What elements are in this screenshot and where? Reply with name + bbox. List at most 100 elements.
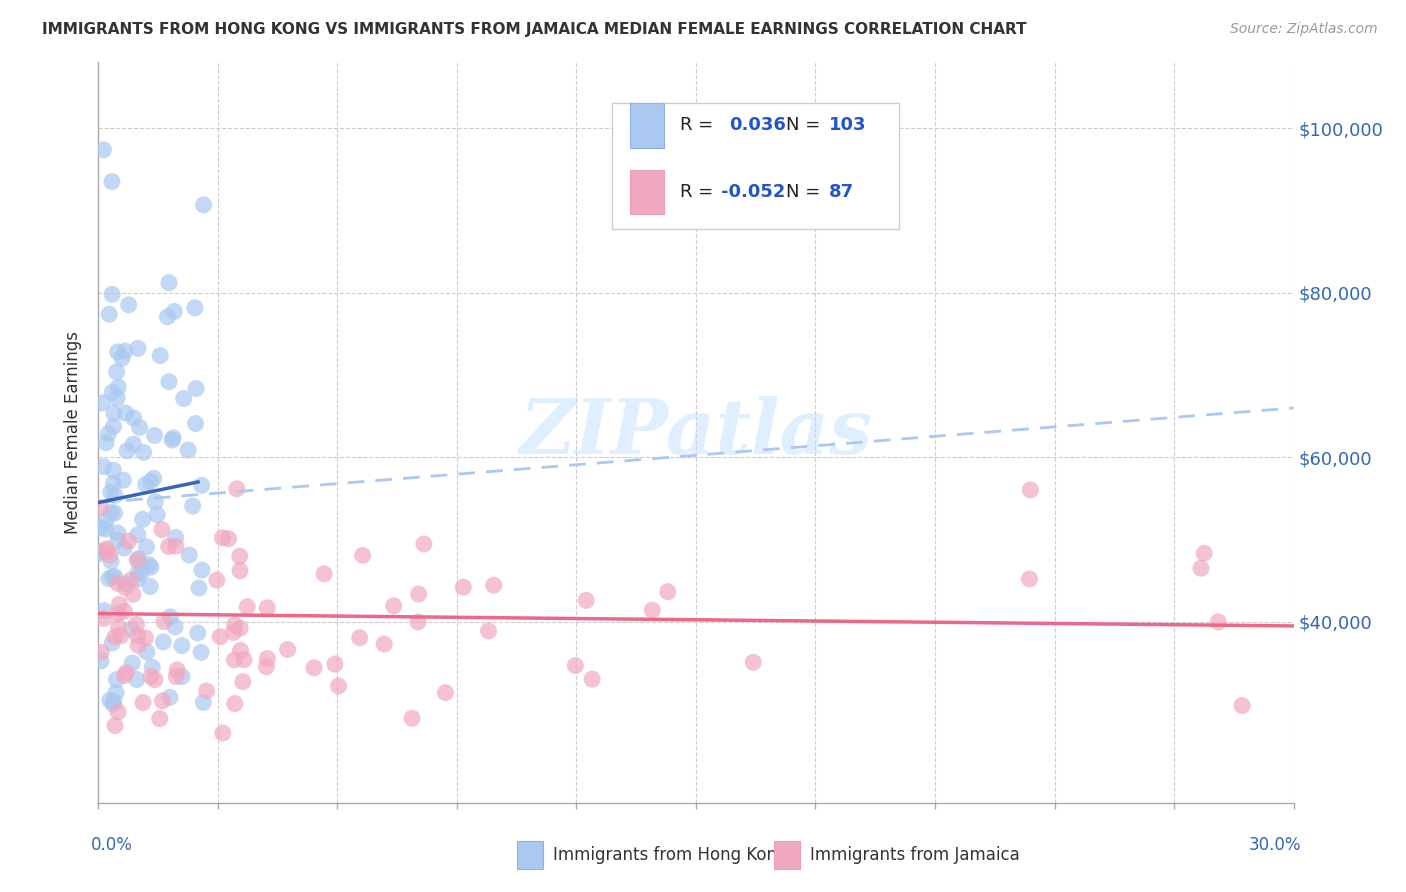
Point bbox=[187, 626, 209, 640]
Point bbox=[107, 576, 129, 591]
Text: Source: ZipAtlas.com: Source: ZipAtlas.com bbox=[1230, 22, 1378, 37]
Point bbox=[103, 463, 125, 477]
Text: IMMIGRANTS FROM HONG KONG VS IMMIGRANTS FROM JAMAICA MEDIAN FEMALE EARNINGS CORR: IMMIGRANTS FROM HONG KONG VS IMMIGRANTS … bbox=[42, 22, 1026, 37]
Point bbox=[103, 697, 125, 711]
Point bbox=[94, 522, 117, 536]
Point bbox=[482, 578, 505, 592]
Point bbox=[114, 581, 136, 595]
Point bbox=[129, 566, 152, 581]
Point bbox=[184, 301, 207, 315]
Point bbox=[97, 572, 120, 586]
Point bbox=[165, 620, 187, 634]
Point bbox=[564, 658, 586, 673]
Point bbox=[256, 651, 278, 665]
Point bbox=[434, 686, 457, 700]
Point bbox=[173, 392, 195, 406]
Point bbox=[193, 198, 215, 212]
Point bbox=[211, 726, 233, 740]
Point bbox=[98, 548, 121, 562]
Y-axis label: Median Female Earnings: Median Female Earnings bbox=[65, 331, 83, 534]
Point bbox=[1189, 561, 1212, 575]
Point bbox=[127, 638, 149, 652]
Point bbox=[641, 603, 664, 617]
Text: -0.052: -0.052 bbox=[721, 183, 786, 201]
Point bbox=[323, 657, 346, 671]
Point bbox=[143, 494, 166, 508]
Point bbox=[103, 419, 125, 434]
Point bbox=[195, 684, 218, 698]
Point bbox=[152, 635, 174, 649]
Point bbox=[127, 629, 149, 643]
FancyBboxPatch shape bbox=[517, 841, 543, 870]
Point bbox=[413, 537, 436, 551]
Point bbox=[156, 310, 179, 324]
Point bbox=[105, 686, 128, 700]
Point bbox=[117, 534, 139, 549]
Point bbox=[107, 620, 129, 634]
Point bbox=[100, 506, 122, 520]
Point bbox=[111, 351, 134, 365]
Point bbox=[382, 599, 405, 613]
Point bbox=[90, 547, 112, 561]
Point bbox=[149, 349, 172, 363]
Point bbox=[122, 411, 145, 425]
Point bbox=[453, 580, 475, 594]
Point bbox=[114, 576, 136, 591]
Point bbox=[1192, 546, 1215, 560]
Point bbox=[104, 569, 127, 583]
Point bbox=[328, 679, 350, 693]
Point bbox=[233, 652, 256, 666]
Point bbox=[100, 485, 122, 500]
Point bbox=[96, 541, 118, 556]
Point bbox=[120, 573, 142, 587]
Point bbox=[229, 549, 252, 564]
Point bbox=[122, 587, 145, 601]
Point bbox=[132, 445, 155, 459]
Point bbox=[132, 696, 155, 710]
Point bbox=[150, 523, 173, 537]
Point bbox=[157, 540, 180, 554]
Point bbox=[162, 431, 184, 445]
Point bbox=[103, 406, 125, 420]
Point bbox=[115, 665, 138, 680]
Point bbox=[139, 475, 162, 489]
Text: R =: R = bbox=[681, 116, 714, 135]
Point bbox=[142, 471, 165, 485]
Point bbox=[108, 597, 131, 611]
Point bbox=[153, 615, 176, 629]
Point bbox=[177, 442, 200, 457]
Point bbox=[401, 711, 423, 725]
Point bbox=[139, 669, 162, 683]
Point bbox=[125, 572, 148, 586]
Point bbox=[141, 660, 163, 674]
Point bbox=[104, 630, 127, 644]
Point bbox=[127, 527, 149, 541]
Text: Immigrants from Hong Kong: Immigrants from Hong Kong bbox=[553, 847, 787, 864]
Point bbox=[128, 420, 150, 434]
Text: 0.0%: 0.0% bbox=[90, 836, 132, 854]
Point bbox=[112, 473, 135, 487]
Point bbox=[143, 673, 166, 687]
Text: N =: N = bbox=[786, 116, 820, 135]
Point bbox=[93, 604, 115, 618]
Point bbox=[121, 656, 143, 670]
Point bbox=[96, 544, 118, 558]
Point bbox=[224, 653, 246, 667]
Text: 30.0%: 30.0% bbox=[1249, 836, 1302, 854]
FancyBboxPatch shape bbox=[630, 169, 664, 214]
Point bbox=[225, 482, 247, 496]
Point bbox=[162, 433, 184, 447]
Point bbox=[205, 573, 228, 587]
Point bbox=[406, 615, 429, 629]
Point bbox=[165, 531, 187, 545]
Point bbox=[114, 604, 136, 618]
Point bbox=[170, 639, 193, 653]
Point bbox=[135, 645, 157, 659]
Point bbox=[107, 705, 129, 719]
Point bbox=[184, 417, 207, 431]
Point bbox=[211, 531, 233, 545]
Point bbox=[1230, 698, 1253, 713]
Point bbox=[146, 508, 169, 522]
Point bbox=[131, 512, 153, 526]
Point bbox=[112, 668, 135, 682]
